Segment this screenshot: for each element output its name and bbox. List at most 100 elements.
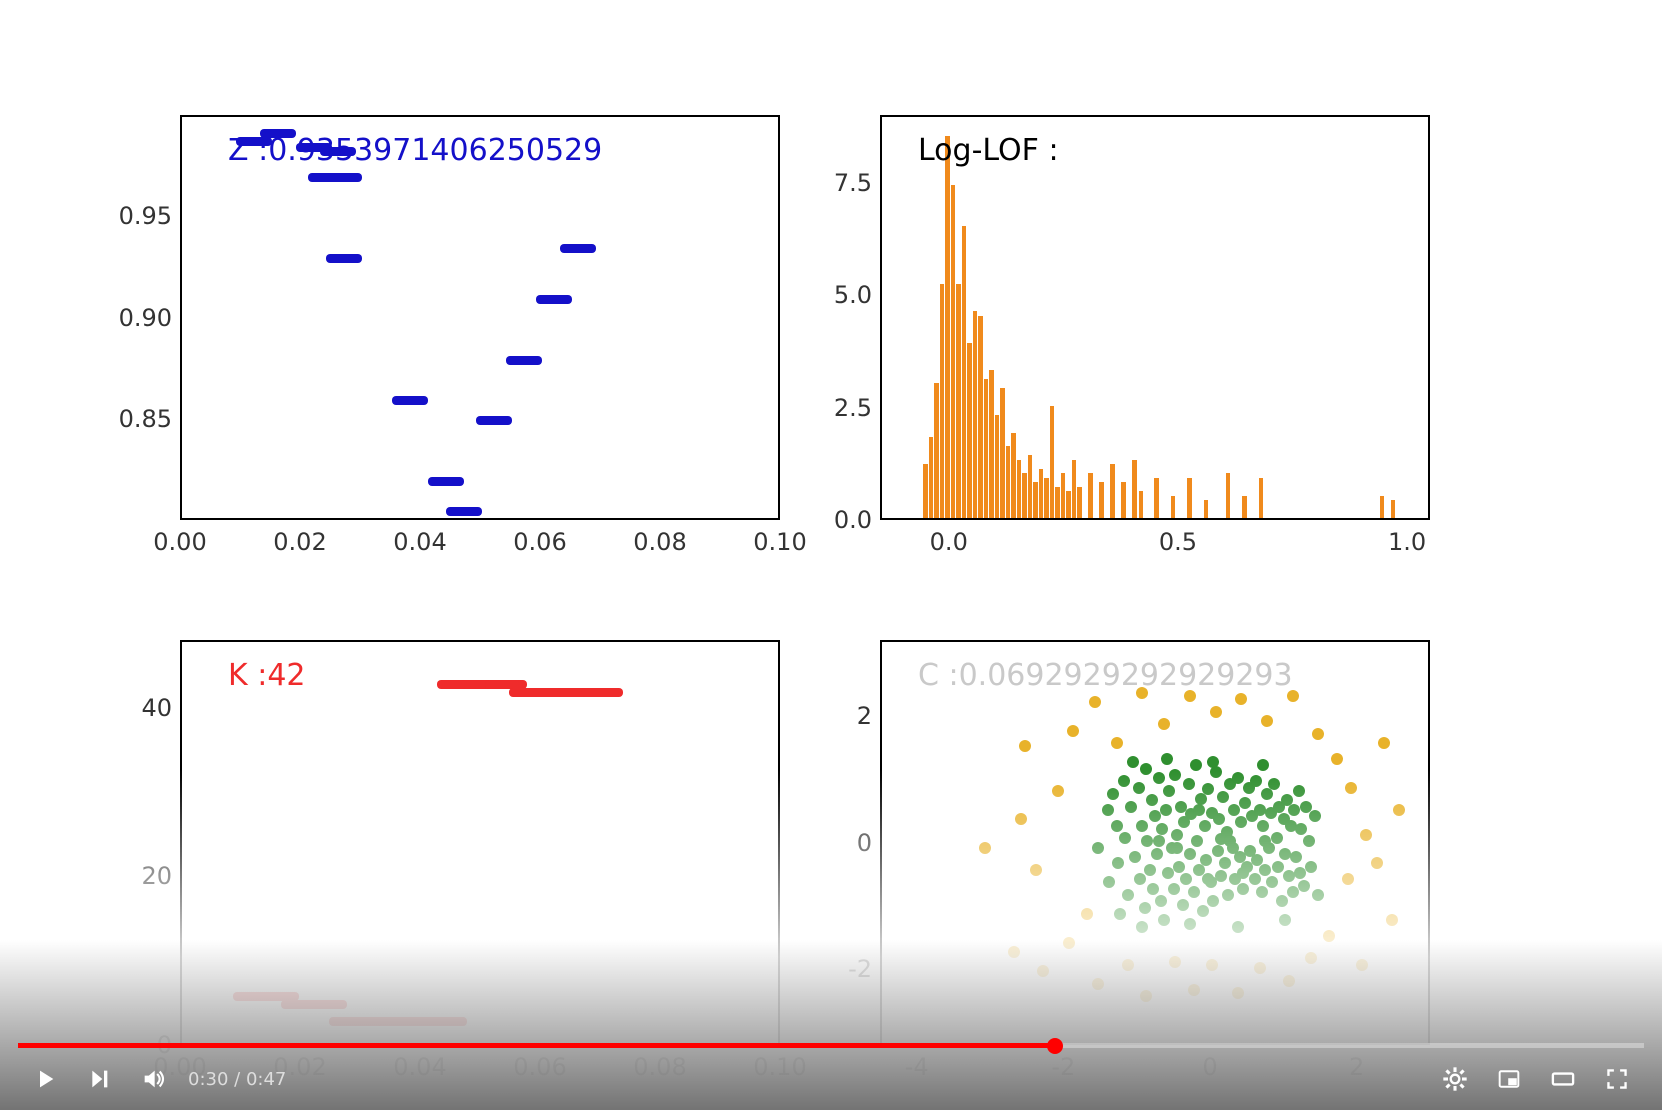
c-inlier xyxy=(1257,759,1269,771)
lof-bar xyxy=(995,415,1000,519)
c-inlier xyxy=(1232,921,1244,933)
c-inlier xyxy=(1171,842,1183,854)
c-inlier xyxy=(1239,797,1251,809)
settings-button[interactable] xyxy=(1428,1048,1482,1110)
panel-c-ytick-label: 2 xyxy=(857,702,880,730)
lof-bar xyxy=(1380,496,1385,519)
c-inlier xyxy=(1141,835,1153,847)
c-inlier xyxy=(1224,835,1236,847)
c-inlier xyxy=(1293,785,1305,797)
lof-bar xyxy=(1039,469,1044,519)
c-inlier xyxy=(1122,889,1134,901)
z-marker xyxy=(536,295,572,304)
c-inlier xyxy=(1169,769,1181,781)
c-inlier xyxy=(1268,778,1280,790)
panel-lof-frame xyxy=(880,115,1430,520)
lof-bar xyxy=(940,284,945,518)
panel-z-frame xyxy=(180,115,780,520)
panel-z-xtick-label: 0.04 xyxy=(393,528,446,556)
c-outlier xyxy=(1378,737,1390,749)
next-button[interactable] xyxy=(72,1048,126,1110)
c-inlier xyxy=(1271,832,1283,844)
c-outlier xyxy=(1015,813,1027,825)
duration: 0:47 xyxy=(246,1069,286,1090)
k-marker xyxy=(305,1000,347,1009)
panel-k-title: K :42 xyxy=(228,658,306,693)
lof-bar xyxy=(1204,500,1209,518)
panel-lof-title: Log-LOF : xyxy=(918,133,1059,168)
lof-bar xyxy=(929,437,934,518)
c-outlier xyxy=(1169,956,1181,968)
c-inlier xyxy=(1237,883,1249,895)
c-inlier xyxy=(1228,804,1240,816)
c-outlier xyxy=(1063,937,1075,949)
c-outlier xyxy=(1254,962,1266,974)
c-inlier xyxy=(1156,823,1168,835)
time-display: 0:30 / 0:47 xyxy=(188,1069,286,1090)
theater-button[interactable] xyxy=(1536,1048,1590,1110)
c-outlier xyxy=(1261,715,1273,727)
c-outlier xyxy=(1356,959,1368,971)
c-outlier xyxy=(1342,873,1354,885)
c-inlier xyxy=(1183,778,1195,790)
c-inlier xyxy=(1249,873,1261,885)
lof-bar xyxy=(1017,460,1022,519)
play-button[interactable] xyxy=(18,1048,72,1110)
lof-bar xyxy=(1391,500,1396,518)
lof-bar xyxy=(1061,473,1066,518)
c-inlier xyxy=(1146,794,1158,806)
c-inlier xyxy=(1153,772,1165,784)
panel-lof-xtick-label: 0.5 xyxy=(1159,528,1197,556)
c-inlier xyxy=(1162,867,1174,879)
c-inlier xyxy=(1180,873,1192,885)
c-inlier xyxy=(1160,804,1172,816)
c-inlier xyxy=(1107,788,1119,800)
c-outlier xyxy=(979,842,991,854)
lof-bar xyxy=(967,343,972,519)
z-marker xyxy=(446,507,482,516)
c-outlier xyxy=(1312,728,1324,740)
lof-bar xyxy=(1139,491,1144,518)
lof-bar xyxy=(989,370,994,519)
panel-k-ytick-label: 40 xyxy=(141,694,180,722)
c-outlier xyxy=(1081,908,1093,920)
c-inlier xyxy=(1256,886,1268,898)
c-outlier xyxy=(1019,740,1031,752)
c-inlier xyxy=(1125,801,1137,813)
c-outlier xyxy=(1232,987,1244,999)
miniplayer-button[interactable] xyxy=(1482,1048,1536,1110)
panel-z-title: Z :0.9353971406250529 xyxy=(228,133,602,168)
volume-button[interactable] xyxy=(126,1048,180,1110)
c-inlier xyxy=(1237,867,1249,879)
lof-bar xyxy=(1121,482,1126,518)
lof-bar xyxy=(956,284,961,518)
lof-bar xyxy=(1072,460,1077,519)
c-inlier xyxy=(1149,810,1161,822)
c-outlier xyxy=(1210,706,1222,718)
lof-bar xyxy=(962,226,967,519)
c-inlier xyxy=(1092,842,1104,854)
panel-c-frame xyxy=(880,640,1430,1045)
lof-bar xyxy=(945,136,950,519)
c-inlier xyxy=(1287,886,1299,898)
current-time: 0:30 xyxy=(188,1069,228,1090)
panel-lof-xtick-label: 0.0 xyxy=(930,528,968,556)
z-marker xyxy=(326,173,362,182)
lof-bar xyxy=(1055,487,1060,519)
lof-bar xyxy=(1259,478,1264,519)
panel-k: K :42 0.000.020.040.060.080.1002040 xyxy=(180,640,780,1045)
panel-lof-ytick-label: 0.0 xyxy=(834,506,880,534)
c-outlier xyxy=(1305,952,1317,964)
fullscreen-button[interactable] xyxy=(1590,1048,1644,1110)
lof-bar xyxy=(1171,496,1176,519)
lof-bar xyxy=(1132,460,1137,519)
volume-icon xyxy=(138,1064,168,1094)
c-outlier xyxy=(1323,930,1335,942)
z-marker xyxy=(326,254,362,263)
panel-c-ytick-label: 0 xyxy=(857,829,880,857)
c-outlier xyxy=(1393,804,1405,816)
c-inlier xyxy=(1184,848,1196,860)
c-inlier xyxy=(1171,829,1183,841)
k-marker xyxy=(581,688,623,697)
c-inlier xyxy=(1193,804,1205,816)
